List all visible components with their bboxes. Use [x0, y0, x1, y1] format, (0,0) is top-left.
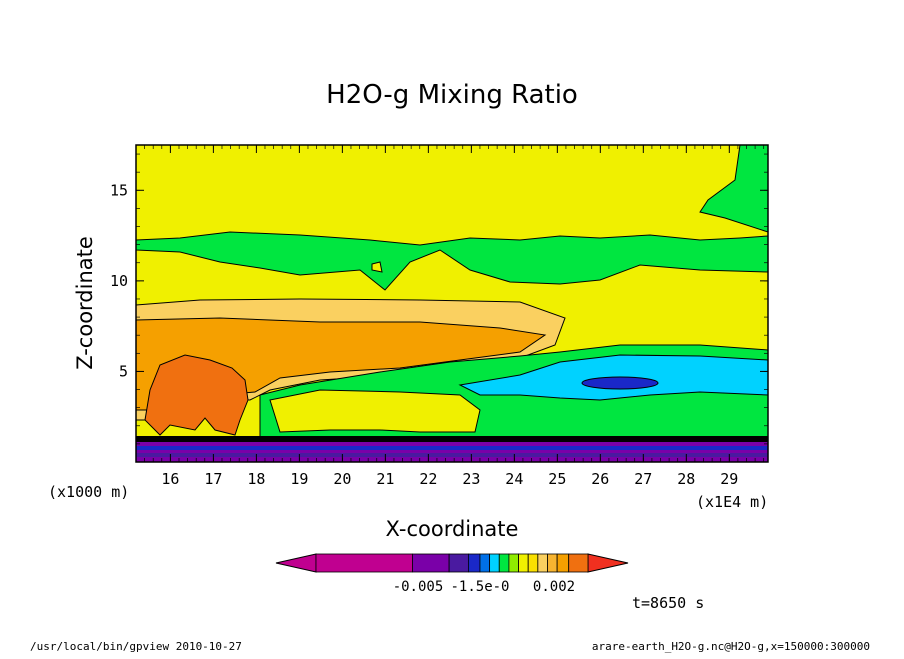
colorbar-segment [498, 553, 510, 573]
region-green-band [136, 231, 768, 291]
y-tick-label: 5 [119, 362, 128, 380]
colorbar-segment [315, 553, 413, 573]
y-axis: 5 10 15 Z-coordinate [73, 181, 128, 380]
region-upper-right-green [699, 145, 768, 233]
x-tick-label: 25 [548, 470, 566, 488]
colorbar-high-arrow [587, 553, 629, 573]
colorbar-segment [448, 553, 469, 573]
x-tick-label: 23 [462, 470, 480, 488]
colorbar-segment [489, 553, 500, 573]
region-blue-blob [581, 376, 659, 390]
footer-left: /usr/local/bin/gpview 2010-10-27 [30, 640, 242, 653]
region-yellow-pocket [269, 389, 481, 433]
x-axis-label: X-coordinate [386, 517, 519, 541]
x-tick-label: 27 [634, 470, 652, 488]
colorbar-segment [556, 553, 570, 573]
tick-marks [135, 145, 768, 462]
colorbar-segment [508, 553, 519, 573]
x-axis: 16 17 18 19 20 21 22 23 24 25 26 27 28 29 (x1000 m) (… [48, 470, 768, 541]
x-tick-label: 29 [720, 470, 738, 488]
plot-area [135, 144, 769, 463]
colorbar-segment [527, 553, 539, 573]
colorbar-segment [467, 553, 481, 573]
colorbar-segment [518, 553, 529, 573]
region-red-core [144, 354, 249, 436]
colorbar: -0.005 -1.5e-0 0.002 [275, 553, 629, 595]
footer-right: arare-earth_H2O-g.nc@H2O-g,x=150000:3000… [592, 640, 870, 653]
y-axis-label: Z-coordinate [73, 236, 97, 370]
x-tick-label: 17 [204, 470, 222, 488]
x-tick-label: 28 [677, 470, 695, 488]
colorbar-tick-label: -0.005 [393, 579, 444, 595]
x-tick-label: 19 [290, 470, 308, 488]
y-tick-label: 15 [110, 181, 128, 199]
x-tick-label: 16 [161, 470, 179, 488]
colorbar-segment [547, 553, 558, 573]
x-tick-label: 18 [247, 470, 265, 488]
time-label: t=8650 s [632, 594, 704, 612]
colorbar-segment [568, 553, 589, 573]
colorbar-segment [412, 553, 450, 573]
x-tick-label: 24 [505, 470, 523, 488]
x-tick-label: 22 [419, 470, 437, 488]
colorbar-segment [479, 553, 491, 573]
chart-title: H2O-g Mixing Ratio [326, 80, 578, 110]
x-unit-left: (x1000 m) [48, 483, 129, 501]
x-tick-label: 21 [376, 470, 394, 488]
x-tick-label: 20 [333, 470, 351, 488]
y-tick-label: 10 [110, 272, 128, 290]
plot-frame [135, 144, 769, 463]
x-unit-right: (x1E4 m) [696, 493, 768, 511]
colorbar-segment [537, 553, 548, 573]
x-tick-label: 26 [591, 470, 609, 488]
colorbar-tick-label: 0.002 [533, 579, 575, 595]
colorbar-low-arrow [275, 553, 317, 573]
colorbar-tick-label: -1.5e-0 [450, 579, 509, 595]
